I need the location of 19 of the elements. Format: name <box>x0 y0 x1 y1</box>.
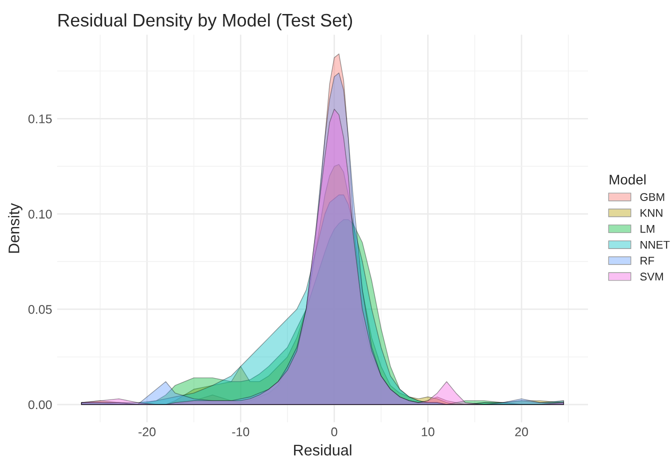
legend-label: GBM <box>640 193 664 201</box>
legend-label: RF <box>640 256 654 265</box>
y-tick-label: 0.00 <box>28 400 52 410</box>
y-tick-label: 0.05 <box>28 305 52 314</box>
y-tick-label: 0.15 <box>28 114 52 124</box>
x-tick-label: 20 <box>515 427 528 436</box>
chart-title: Residual Density by Model (Test Set) <box>58 13 352 30</box>
x-tick-label: 0 <box>331 427 338 436</box>
x-tick-label: -20 <box>138 427 156 436</box>
legend-label: SVM <box>640 272 663 281</box>
legend-label: KNN <box>640 209 662 217</box>
legend-label: LM <box>640 225 654 233</box>
x-tick-label: 10 <box>422 427 434 436</box>
x-axis-title: Residual <box>294 444 352 456</box>
x-tick-label: -10 <box>232 427 250 436</box>
y-axis-title: Density <box>8 203 22 253</box>
legend-label: NNET <box>640 240 670 249</box>
legend-title: Model <box>610 174 646 185</box>
y-tick-label: 0.10 <box>28 210 52 219</box>
